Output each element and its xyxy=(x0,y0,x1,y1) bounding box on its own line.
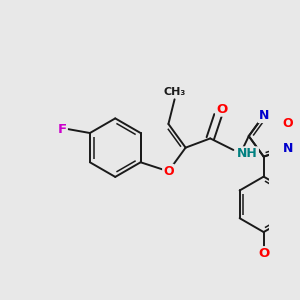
Text: O: O xyxy=(163,165,174,178)
Text: O: O xyxy=(216,103,227,116)
Text: F: F xyxy=(58,123,67,136)
Text: NH: NH xyxy=(237,147,258,160)
Text: O: O xyxy=(258,247,269,260)
Text: O: O xyxy=(282,117,293,130)
Text: CH₃: CH₃ xyxy=(164,87,186,97)
Text: N: N xyxy=(283,142,293,155)
Text: N: N xyxy=(259,109,269,122)
